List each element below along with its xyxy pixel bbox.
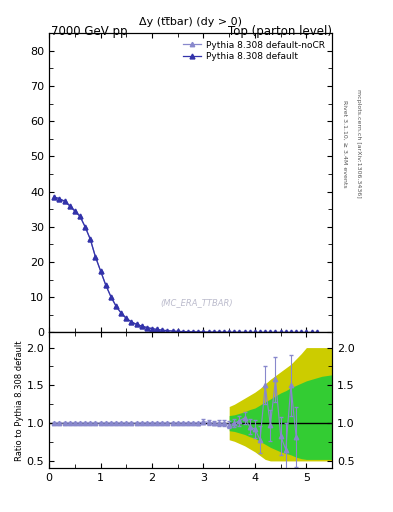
Pythia 8.308 default — [72, 208, 77, 214]
Text: 7000 GeV pp: 7000 GeV pp — [51, 25, 128, 37]
Pythia 8.308 default-noCR — [175, 328, 180, 334]
Pythia 8.308 default-noCR — [294, 329, 298, 335]
Text: mcplots.cern.ch [arXiv:1306.3436]: mcplots.cern.ch [arXiv:1306.3436] — [356, 89, 361, 198]
Pythia 8.308 default — [314, 329, 319, 335]
Pythia 8.308 default — [222, 329, 226, 335]
Pythia 8.308 default — [145, 325, 149, 331]
Pythia 8.308 default-noCR — [145, 325, 149, 331]
Text: Rivet 3.1.10, ≥ 3.4M events: Rivet 3.1.10, ≥ 3.4M events — [343, 99, 348, 187]
Legend: Pythia 8.308 default-noCR, Pythia 8.308 default: Pythia 8.308 default-noCR, Pythia 8.308 … — [181, 38, 328, 64]
Line: Pythia 8.308 default-noCR: Pythia 8.308 default-noCR — [52, 195, 319, 335]
Text: (MC_ERA_TTBAR): (MC_ERA_TTBAR) — [160, 298, 233, 307]
Pythia 8.308 default — [175, 328, 180, 334]
Pythia 8.308 default-noCR — [72, 208, 77, 214]
Pythia 8.308 default-noCR — [314, 329, 319, 335]
Pythia 8.308 default-noCR — [222, 329, 226, 335]
Text: Top (parton level): Top (parton level) — [228, 25, 332, 37]
Y-axis label: Ratio to Pythia 8.308 default: Ratio to Pythia 8.308 default — [15, 340, 24, 461]
Pythia 8.308 default-noCR — [52, 194, 57, 200]
Text: Δy (tt̅bar) (dy > 0): Δy (tt̅bar) (dy > 0) — [139, 17, 242, 27]
Pythia 8.308 default — [294, 329, 298, 335]
Line: Pythia 8.308 default: Pythia 8.308 default — [52, 195, 319, 335]
Pythia 8.308 default — [211, 329, 216, 335]
Pythia 8.308 default — [52, 194, 57, 200]
Pythia 8.308 default-noCR — [211, 329, 216, 335]
